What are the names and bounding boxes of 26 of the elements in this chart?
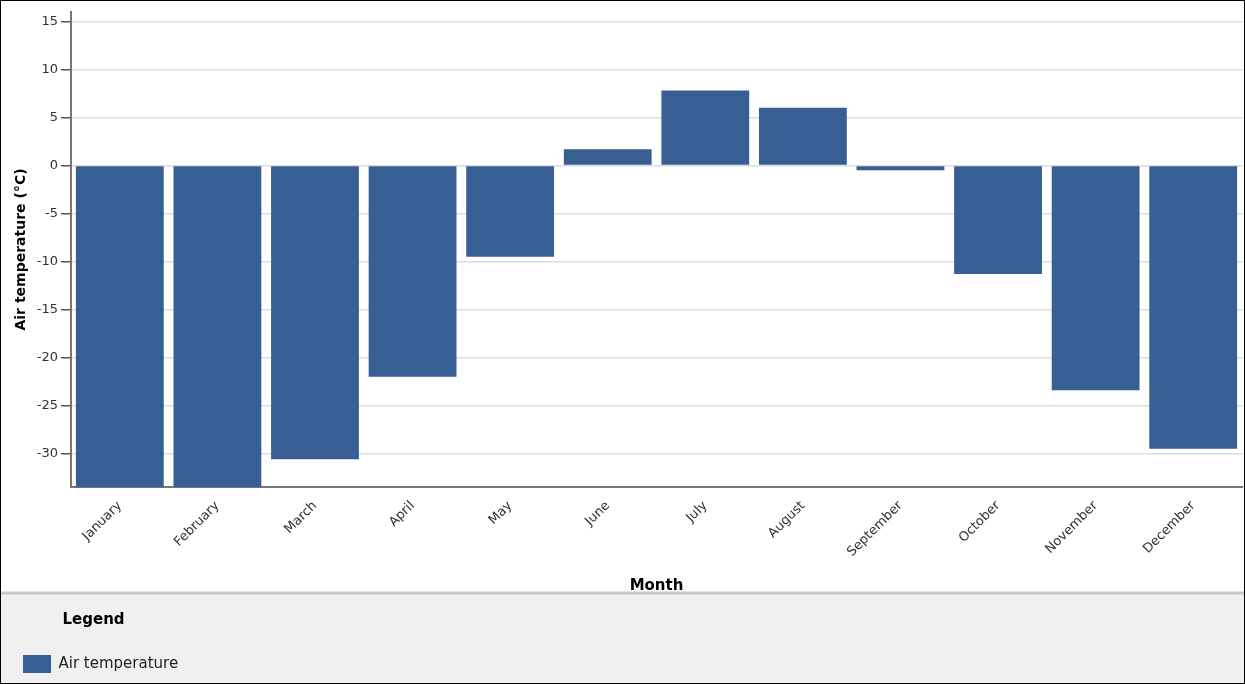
- bar: [563, 149, 652, 165]
- bar: [1051, 166, 1140, 391]
- bar: [466, 166, 555, 257]
- bar: [368, 166, 457, 377]
- y-axis-title: Air temperature (°C): [12, 168, 29, 331]
- x-axis-title: Month: [629, 575, 684, 594]
- bar: [856, 166, 945, 171]
- bar: [173, 166, 262, 488]
- y-tick-label: 15: [41, 12, 59, 28]
- y-tick-label: -15: [36, 300, 59, 316]
- y-tick-label: 0: [49, 156, 59, 172]
- bar: [758, 107, 847, 165]
- y-tick-label: -25: [36, 396, 59, 412]
- bar: [1149, 166, 1238, 449]
- legend-label: Air temperature: [58, 653, 179, 672]
- bar: [75, 166, 164, 488]
- y-tick-label: -20: [36, 348, 59, 364]
- bar: [661, 90, 750, 165]
- legend-title: Legend: [62, 610, 125, 629]
- bar: [954, 166, 1042, 274]
- y-tick-label: -10: [36, 252, 59, 268]
- y-tick-label: -30: [36, 444, 59, 460]
- y-tick-label: -5: [45, 204, 59, 220]
- y-tick-label: 10: [41, 60, 59, 76]
- bar: [271, 166, 359, 460]
- y-tick-label: 5: [49, 108, 59, 124]
